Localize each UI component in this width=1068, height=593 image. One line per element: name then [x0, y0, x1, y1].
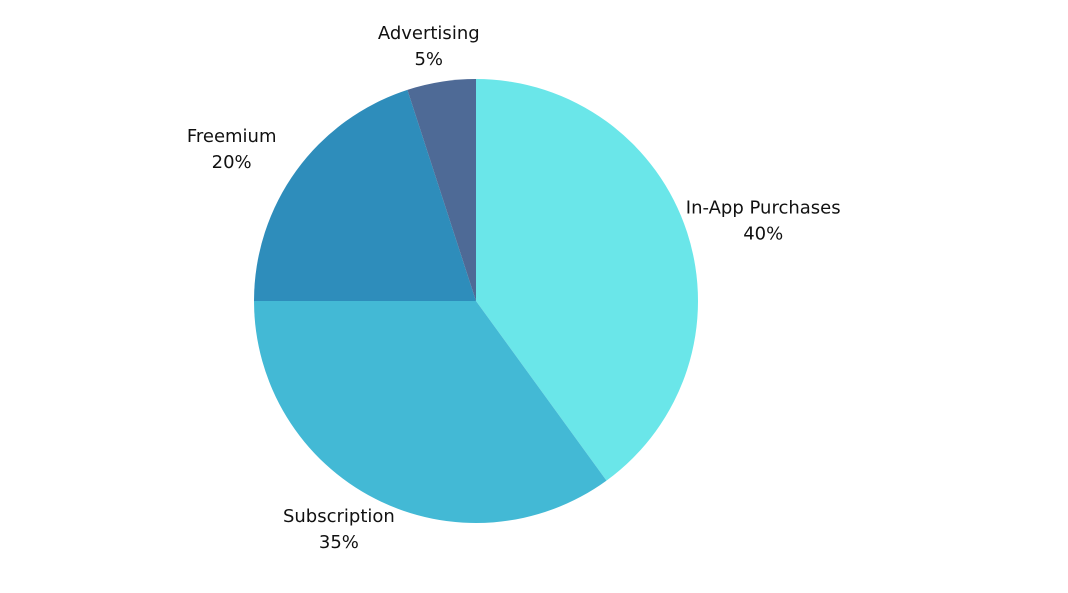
slice-value-label: 35% — [319, 532, 359, 553]
slice-value-label: 20% — [212, 152, 252, 173]
pie-slice — [476, 79, 699, 481]
pie-slice — [254, 301, 607, 524]
pie-slice — [254, 89, 476, 302]
slice-value-label: 40% — [743, 224, 783, 245]
slice-value-label: 5% — [414, 49, 443, 70]
pie-slice — [407, 79, 476, 301]
slice-label: Advertising — [378, 23, 480, 44]
slice-label: Freemium — [187, 126, 277, 147]
slice-label: In-App Purchases — [686, 198, 841, 219]
slice-label: Subscription — [283, 506, 395, 527]
